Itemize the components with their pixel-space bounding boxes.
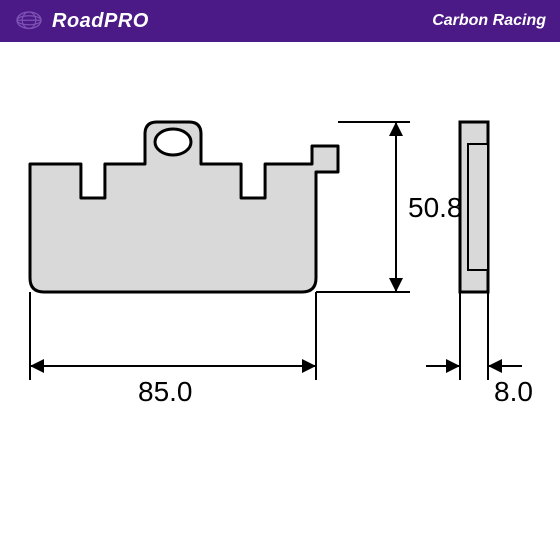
brand-name-b: PRO <box>104 10 149 32</box>
dimension-thickness-label: 8.0 <box>494 376 533 408</box>
dimension-width-label: 85.0 <box>138 376 193 408</box>
brand-name: RoadPRO <box>52 10 149 33</box>
diagram-stage: 85.0 50.8 8.0 <box>0 42 560 560</box>
brand-left: RoadPRO <box>14 9 149 33</box>
technical-drawing <box>0 42 560 560</box>
header-bar: RoadPRO Carbon Racing <box>0 0 560 42</box>
product-line-label: Carbon Racing <box>432 12 546 30</box>
brand-name-a: Road <box>52 10 104 32</box>
brand-globe-icon <box>14 9 44 33</box>
dimension-height-label: 50.8 <box>408 192 463 224</box>
